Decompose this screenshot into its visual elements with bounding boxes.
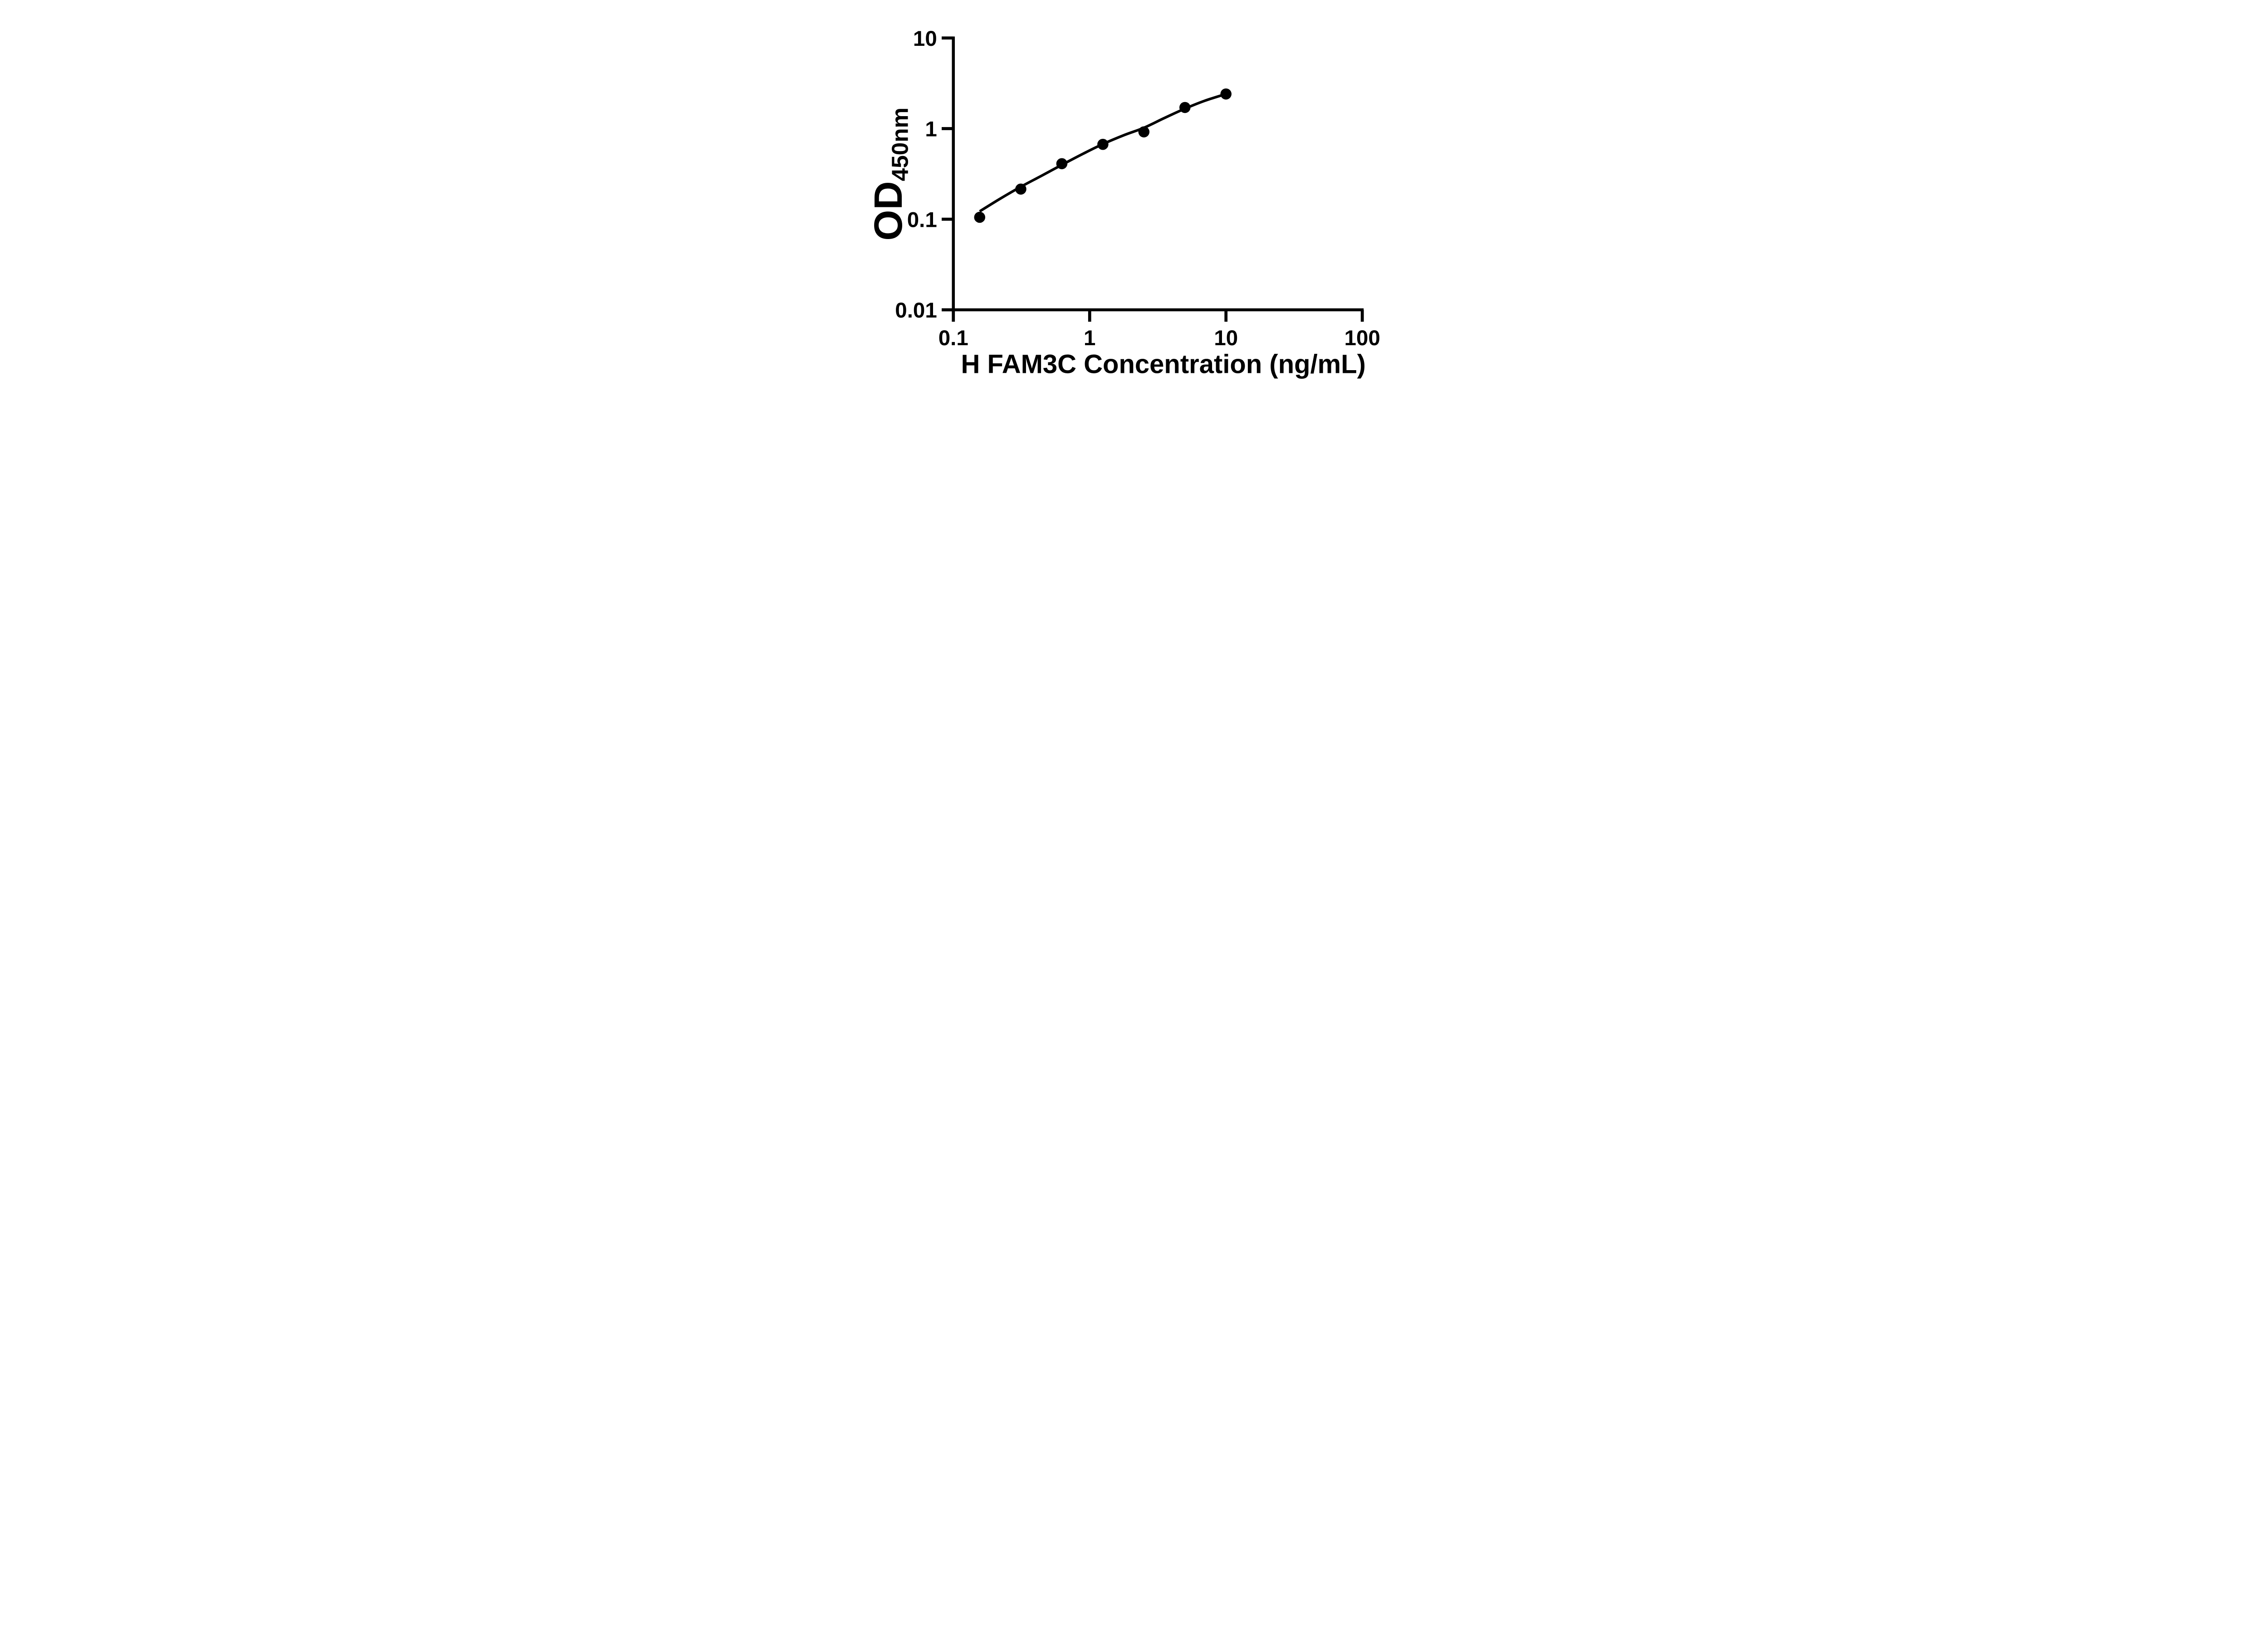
y-tick-label: 10 (913, 27, 937, 51)
data-point (1097, 139, 1109, 150)
x-tick-label: 1 (1084, 326, 1095, 350)
x-tick-label: 0.1 (938, 326, 968, 350)
y-axis-title-main: OD (866, 181, 910, 240)
y-axis-title: OD450nm (866, 108, 913, 241)
data-point (1056, 158, 1068, 170)
elisa-standard-curve-figure: 0.1 1 10 100 10 1 0.1 0.01 H FAM3C Concentratio… (844, 0, 1424, 408)
y-tick-label: 0.1 (907, 208, 937, 232)
tick-marks-group (942, 36, 1364, 322)
x-tick-label: 10 (1214, 326, 1238, 350)
data-point (974, 211, 986, 223)
y-tick-label: 1 (925, 117, 937, 142)
data-point (1138, 126, 1150, 137)
data-point (1015, 183, 1026, 195)
y-tick-label: 0.01 (895, 298, 937, 323)
x-tick-label: 100 (1344, 326, 1380, 350)
data-point (1220, 88, 1232, 100)
fit-curve (979, 93, 1227, 213)
data-point (1179, 102, 1191, 113)
y-axis-title-subscript: 450nm (887, 108, 913, 181)
x-axis-title: H FAM3C Concentration (ng/mL) (961, 350, 1366, 379)
series-group (974, 88, 1232, 223)
